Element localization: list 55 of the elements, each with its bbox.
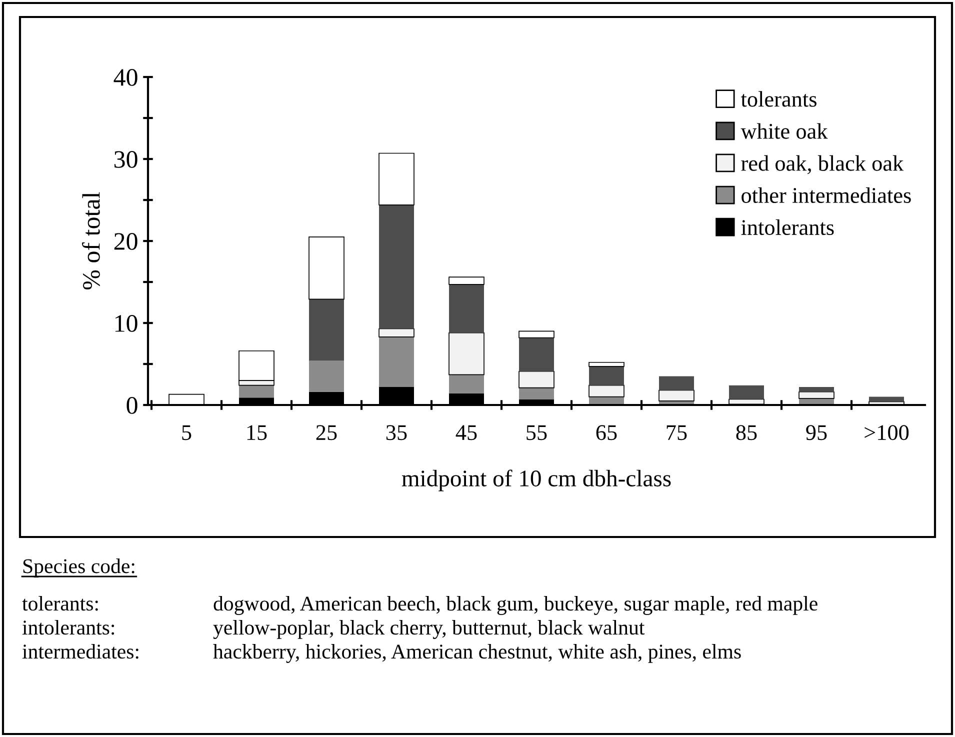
bar [309, 360, 344, 392]
bar [589, 366, 624, 386]
y-tick-label: 40 [114, 69, 138, 86]
legend-label: tolerants [740, 91, 816, 107]
x-tick-label: 55 [526, 425, 547, 440]
bar [448, 276, 484, 285]
bar [379, 336, 414, 387]
bar [309, 299, 344, 361]
x-axis-title: midpoint of 10 cm dbh-class [402, 470, 671, 492]
y-tick-label: 10 [115, 315, 138, 332]
x-tick-label: 15 [247, 425, 267, 440]
bar [449, 284, 484, 333]
bar [588, 384, 624, 398]
text: intermediates: [22, 644, 138, 659]
bar [378, 152, 414, 206]
bar [659, 376, 694, 390]
y-tick-label: 20 [114, 233, 138, 250]
bar [519, 388, 554, 400]
legend-label: white oak [740, 123, 828, 139]
bar [519, 338, 554, 372]
x-tick-label: 35 [386, 425, 407, 440]
legend-label: other intermediates [742, 187, 911, 203]
bar [798, 391, 834, 399]
bar [448, 332, 484, 376]
x-tick-label: 85 [736, 425, 757, 440]
x-tick-label: 5 [182, 425, 192, 440]
y-tick-label: 30 [114, 151, 138, 168]
bar [239, 385, 274, 398]
text: Species code: [23, 558, 134, 578]
bar [869, 396, 904, 402]
x-tick-label: >100 [864, 425, 909, 440]
bar [379, 204, 414, 329]
legend-label: intolerants [741, 219, 834, 236]
bar [449, 374, 484, 394]
bar [729, 385, 764, 400]
x-tick-label: 95 [806, 425, 827, 440]
text: hackberry, hickories, American chestnut, white ash, pines, elms [213, 644, 741, 663]
bar [518, 330, 554, 338]
bar [308, 236, 344, 300]
text: intolerants: [22, 620, 114, 635]
legend-label: red oak, black oak [741, 155, 904, 174]
y-tick-label: 0 [126, 397, 138, 414]
x-tick-label: 75 [666, 425, 687, 440]
bar [799, 386, 834, 392]
bar [518, 370, 554, 388]
bar [378, 328, 414, 338]
text: yellow-poplar, black cherry, butternut, black walnut [213, 620, 645, 639]
bar [588, 362, 624, 367]
text: tolerants: [22, 596, 98, 611]
x-tick-label: 25 [316, 425, 337, 440]
x-tick-label: 65 [596, 425, 617, 440]
text: dogwood, American beech, black gum, buckeye, sugar maple, red maple [214, 596, 818, 615]
x-tick-label: 45 [456, 425, 477, 440]
bar [658, 390, 694, 402]
y-axis-title: % of total [82, 192, 100, 290]
